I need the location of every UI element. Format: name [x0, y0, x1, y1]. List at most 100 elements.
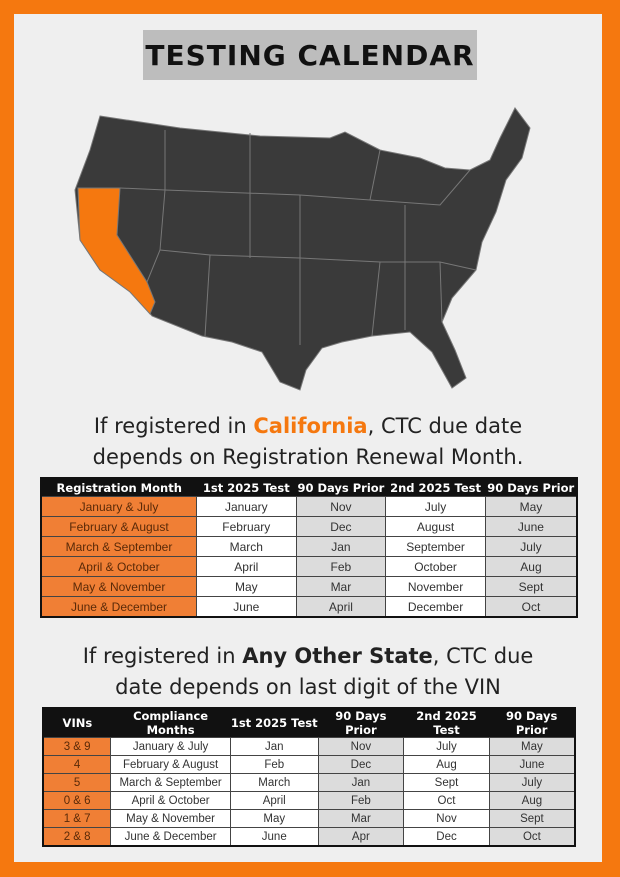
column-header: 90 Days Prior — [296, 478, 386, 497]
us-map — [74, 107, 531, 391]
table-cell: June — [229, 827, 319, 847]
table-cell: August — [385, 516, 486, 537]
table-cell: January & July — [110, 737, 231, 756]
table-cell: May — [484, 496, 578, 517]
table-cell: 3 & 9 — [42, 737, 112, 756]
table-cell: March — [195, 536, 297, 557]
table-cell: April & October — [110, 791, 231, 810]
table-cell: Aug — [403, 755, 490, 774]
table-cell: September — [385, 536, 486, 557]
column-header: 90 Days Prior — [485, 478, 577, 497]
table-cell: May & November — [40, 576, 197, 597]
table-cell: January — [195, 496, 297, 517]
table-cell: Jan — [229, 737, 319, 756]
table-cell: November — [385, 576, 486, 597]
table-cell: July — [488, 773, 576, 792]
column-header: 90 Days Prior — [318, 708, 404, 738]
table-row: February & August February Dec August June — [40, 516, 578, 537]
table-cell: March — [229, 773, 319, 792]
table-header-row: Registration Month 1st 2025 Test 90 Days… — [41, 478, 577, 497]
table-cell: 5 — [42, 773, 112, 792]
table-cell: Jan — [295, 536, 387, 557]
table-cell: June & December — [40, 596, 197, 618]
state-borders — [119, 130, 477, 345]
table-cell: Aug — [488, 791, 576, 810]
column-header: 1st 2025 Test — [230, 708, 319, 738]
table-cell: Mar — [317, 809, 405, 828]
table-cell: Apr — [317, 827, 405, 847]
table-cell: May — [195, 576, 297, 597]
table-cell: January & July — [40, 496, 197, 517]
column-header: 90 Days Prior — [489, 708, 575, 738]
other-state-bold: Any Other State — [242, 644, 433, 668]
table-cell: April — [229, 791, 319, 810]
table-row: 4 February & August Feb Dec Aug June — [42, 755, 576, 774]
column-header: Compliance Months — [110, 708, 231, 738]
table-cell: Feb — [295, 556, 387, 577]
table-row: April & October April Feb October Aug — [40, 556, 578, 577]
table-cell: May & November — [110, 809, 231, 828]
table-cell: Mar — [295, 576, 387, 597]
table-cell: Dec — [403, 827, 490, 847]
table-cell: July — [385, 496, 486, 517]
table-cell: Nov — [295, 496, 387, 517]
california-shape — [77, 187, 156, 315]
table-row: 0 & 6 April & October April Feb Oct Aug — [42, 791, 576, 810]
california-caption: If registered in California, CTC due dat… — [14, 411, 602, 473]
table-cell: 1 & 7 — [42, 809, 112, 828]
column-header: VINs — [43, 708, 111, 738]
california-schedule-table: Registration Month 1st 2025 Test 90 Days… — [40, 477, 578, 618]
california-highlight: California — [253, 414, 368, 438]
table-cell: June — [488, 755, 576, 774]
table-cell: Sept — [484, 576, 578, 597]
table-cell: May — [229, 809, 319, 828]
other-state-caption: If registered in Any Other State, CTC du… — [14, 641, 602, 703]
table-row: 5 March & September March Jan Sept July — [42, 773, 576, 792]
table-cell: May — [488, 737, 576, 756]
table-row: 1 & 7 May & November May Mar Nov Sept — [42, 809, 576, 828]
table-cell: Nov — [403, 809, 490, 828]
table-cell: Nov — [317, 737, 405, 756]
table-cell: March & September — [110, 773, 231, 792]
table-cell: Oct — [488, 827, 576, 847]
table-header-row: VINs Compliance Months 1st 2025 Test 90 … — [43, 708, 575, 738]
table-cell: March & September — [40, 536, 197, 557]
column-header: Registration Month — [41, 478, 197, 497]
table-cell: June — [195, 596, 297, 618]
table-cell: Jan — [317, 773, 405, 792]
table-row: March & September March Jan September July — [40, 536, 578, 557]
column-header: 2nd 2025 Test — [403, 708, 490, 738]
caption-text: If registered in — [93, 414, 254, 438]
table-cell: Aug — [484, 556, 578, 577]
table-cell: July — [484, 536, 578, 557]
table-cell: February — [195, 516, 297, 537]
table-cell: February & August — [40, 516, 197, 537]
page-title: TESTING CALENDAR — [143, 30, 477, 80]
table-cell: Oct — [484, 596, 578, 618]
table-cell: Oct — [403, 791, 490, 810]
table-row: June & December June April December Oct — [40, 596, 578, 618]
us-states-shape — [74, 107, 531, 391]
table-row: January & July January Nov July May — [40, 496, 578, 517]
table-cell: June & December — [110, 827, 231, 847]
caption-text: , CTC due — [432, 644, 534, 668]
table-cell: April — [295, 596, 387, 618]
table-cell: 0 & 6 — [42, 791, 112, 810]
table-cell: Feb — [317, 791, 405, 810]
table-cell: 4 — [42, 755, 112, 774]
table-cell: February & August — [110, 755, 231, 774]
table-cell: Sept — [488, 809, 576, 828]
table-cell: Dec — [317, 755, 405, 774]
table-cell: July — [403, 737, 490, 756]
table-cell: April — [195, 556, 297, 577]
column-header: 1st 2025 Test — [196, 478, 297, 497]
table-cell: Feb — [229, 755, 319, 774]
caption-text: depends on Registration Renewal Month. — [92, 445, 524, 469]
caption-text: , CTC due date — [367, 414, 523, 438]
table-row: 2 & 8 June & December June Apr Dec Oct — [42, 827, 576, 847]
caption-text: date depends on last digit of the VIN — [115, 675, 501, 699]
table-cell: June — [484, 516, 578, 537]
table-cell: Dec — [295, 516, 387, 537]
table-cell: 2 & 8 — [42, 827, 112, 847]
column-header: 2nd 2025 Test — [385, 478, 486, 497]
